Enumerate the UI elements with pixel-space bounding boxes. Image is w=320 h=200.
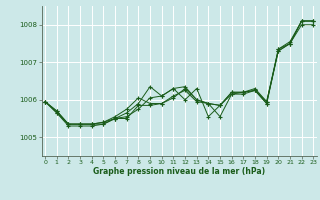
X-axis label: Graphe pression niveau de la mer (hPa): Graphe pression niveau de la mer (hPa) <box>93 167 265 176</box>
